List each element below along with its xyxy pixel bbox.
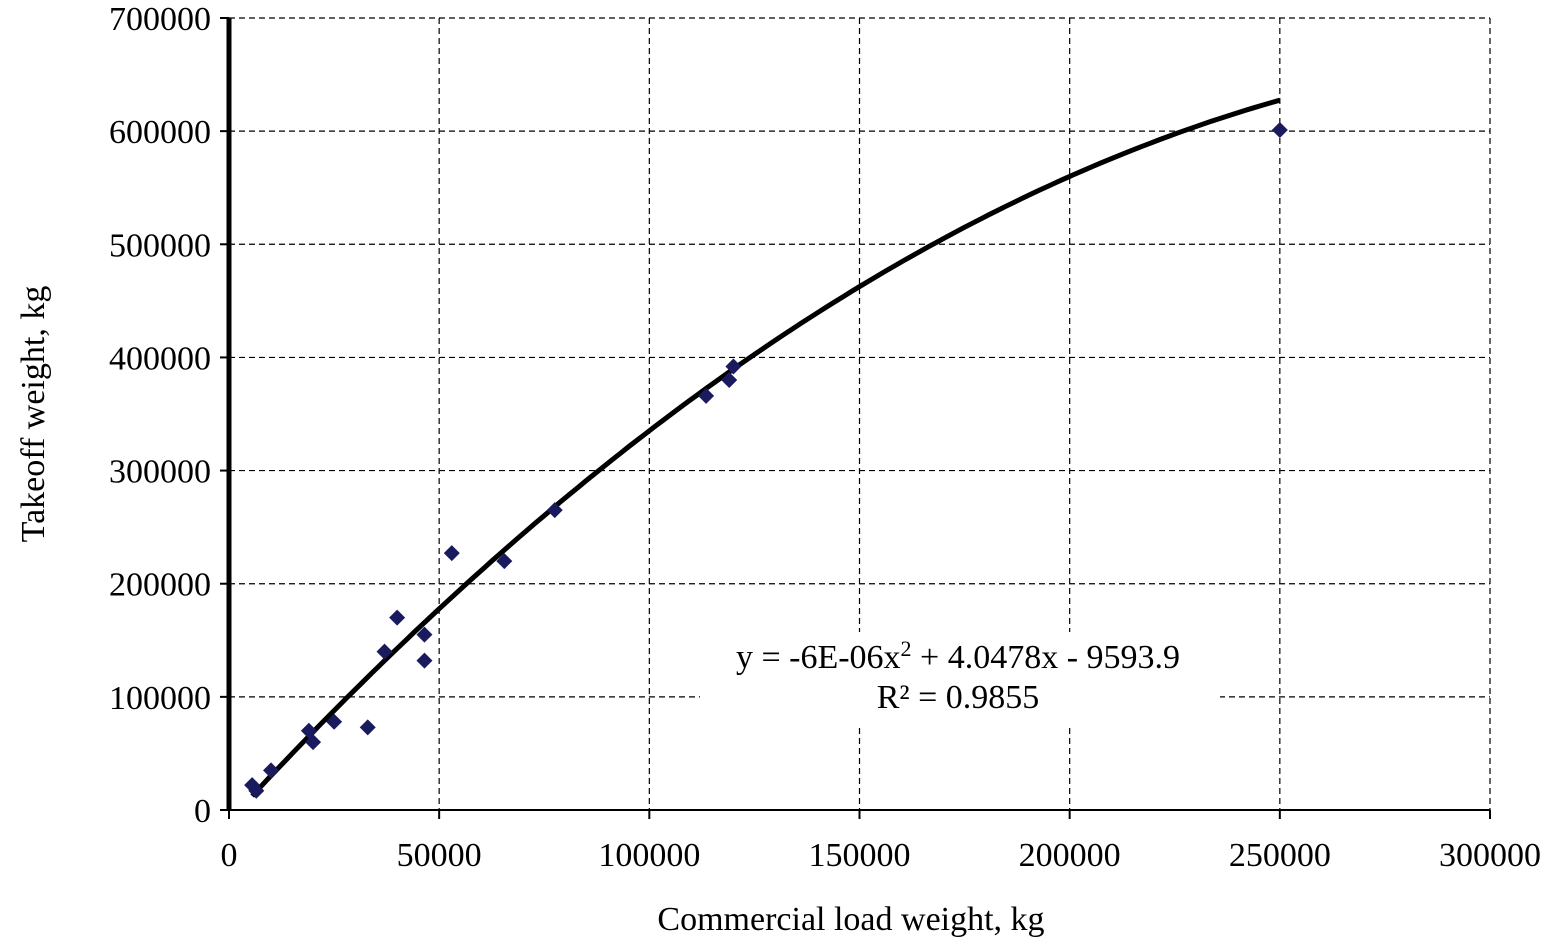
data-point (376, 643, 393, 660)
x-axis-title: Commercial load weight, kg (657, 901, 1044, 938)
data-point (263, 762, 280, 779)
equation-background (700, 632, 1220, 724)
data-point (443, 545, 460, 562)
y-tick-labels: 0 100000 200000 300000 400000 500000 600000 700… (109, 1, 229, 830)
x-tick-label: 100000 (598, 837, 700, 874)
data-point (389, 609, 406, 626)
data-point (244, 777, 261, 794)
x-tick-label: 200000 (1019, 837, 1121, 874)
equation-rest: + 4.0478x - 9593.9 (912, 639, 1181, 676)
x-tick-label: 150000 (809, 837, 911, 874)
grid (229, 17, 1491, 810)
x-tick-label: 0 (221, 837, 238, 874)
y-tick-label: 600000 (109, 114, 211, 151)
data-point (546, 502, 563, 519)
y-tick-label: 0 (194, 793, 211, 830)
x-tick-label: 300000 (1439, 837, 1541, 874)
y-tick-label: 200000 (109, 567, 211, 604)
data-point (725, 358, 742, 375)
data-point (698, 387, 715, 404)
x-tick-label: 250000 (1229, 837, 1331, 874)
data-point (359, 719, 376, 736)
trendline-equation: y = -6E-06x2 + 4.0478x - 9593.9 (736, 636, 1180, 676)
data-point (496, 553, 513, 570)
x-tick-label: 50000 (397, 837, 482, 874)
equation-superscript: 2 (901, 636, 912, 661)
data-point (326, 713, 343, 730)
y-tick-label: 100000 (109, 680, 211, 717)
data-points (244, 122, 1288, 799)
data-point (721, 372, 738, 389)
data-point (416, 626, 433, 643)
data-point (305, 734, 322, 751)
trendline (250, 97, 1281, 798)
y-tick-label: 700000 (109, 1, 211, 38)
y-tick-label: 500000 (109, 227, 211, 264)
y-tick-label: 400000 (109, 340, 211, 377)
y-axis-title: Takeoff weight, kg (15, 286, 52, 543)
x-tick-labels: 0 50000 100000 150000 200000 250000 300000 (221, 810, 1541, 874)
y-tick-label: 300000 (109, 454, 211, 491)
equation-main: y = -6E-06x (736, 639, 901, 676)
data-point (416, 652, 433, 669)
data-point (248, 782, 265, 799)
r-squared-label: R² = 0.9855 (877, 679, 1040, 716)
data-point (1271, 122, 1288, 139)
